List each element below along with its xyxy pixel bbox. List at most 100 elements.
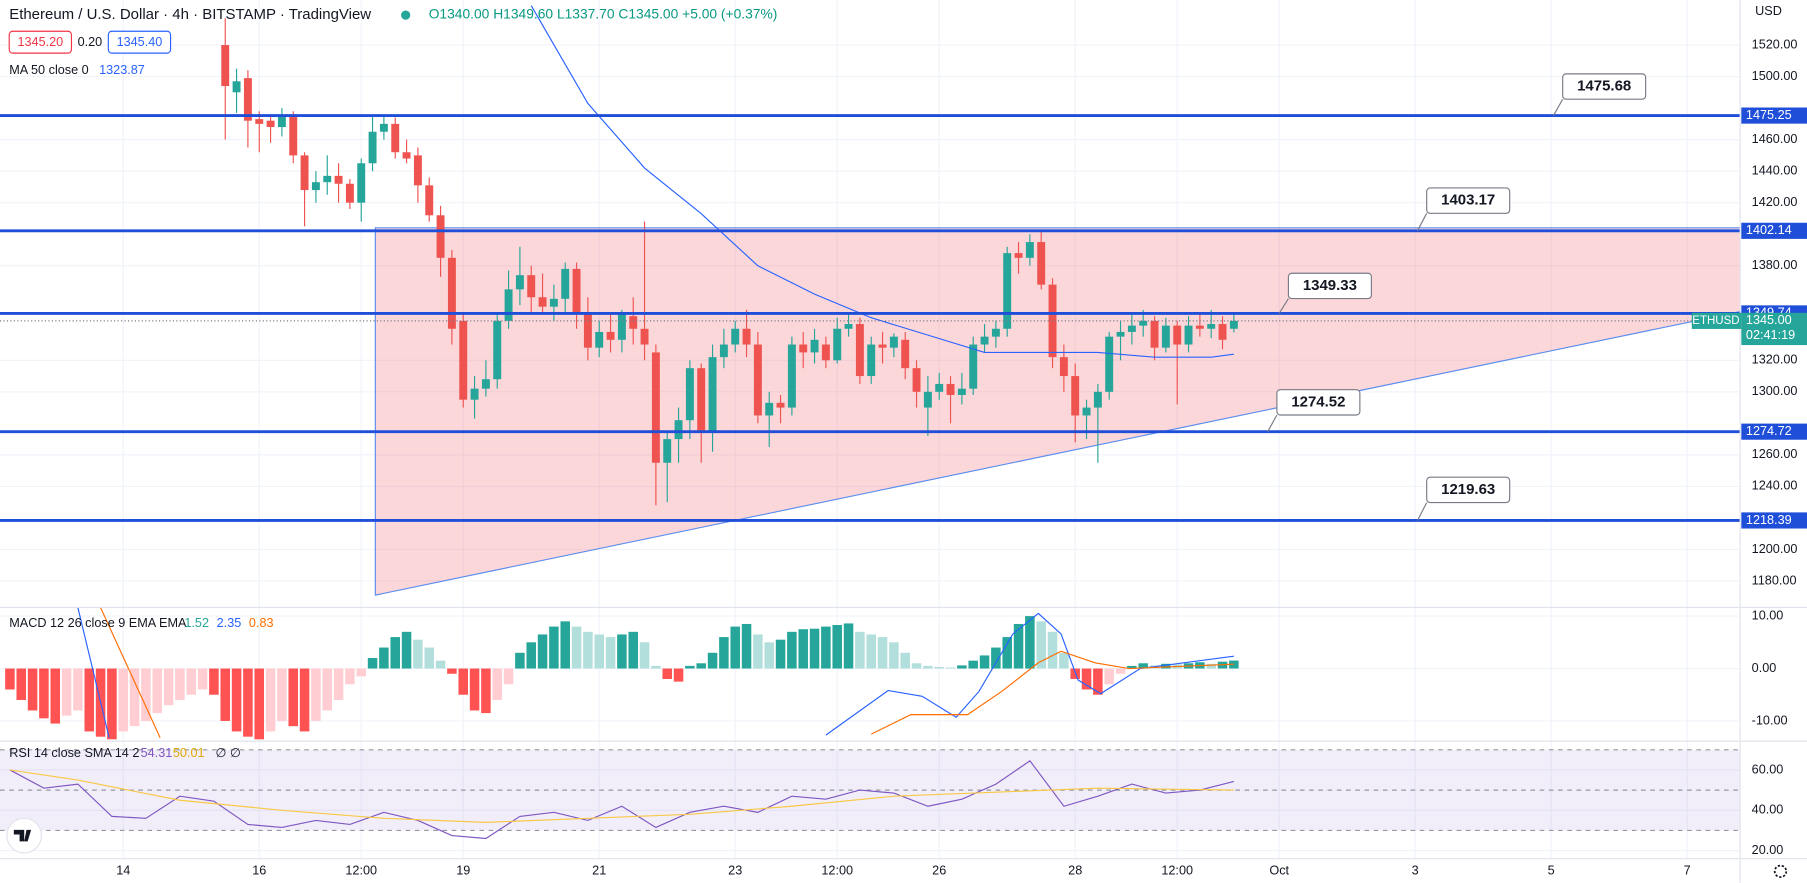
histogram-bar bbox=[560, 621, 570, 669]
histogram-bar bbox=[1047, 631, 1058, 669]
level-axis-box bbox=[1741, 512, 1807, 529]
candle-body bbox=[504, 289, 513, 321]
candle-body bbox=[368, 131, 377, 164]
candle-body bbox=[674, 420, 683, 440]
rsi-value: 54.31 bbox=[141, 746, 173, 760]
histogram-bar bbox=[605, 637, 616, 669]
histogram-bar bbox=[243, 668, 253, 737]
histogram-bar bbox=[1138, 663, 1148, 669]
callout-label: 1403.17 bbox=[1441, 192, 1495, 209]
candle-body bbox=[991, 328, 1000, 337]
candle-body bbox=[1127, 325, 1136, 332]
candle-body bbox=[425, 185, 434, 216]
histogram-bar bbox=[877, 637, 888, 669]
rsi-sma-value: 50.01 bbox=[173, 746, 205, 760]
candle-body bbox=[844, 324, 853, 329]
candle-body bbox=[1150, 320, 1159, 348]
candle-body bbox=[617, 313, 626, 340]
macd-pane bbox=[5, 607, 1239, 740]
candle-body bbox=[697, 368, 706, 432]
histogram-bar bbox=[345, 668, 355, 685]
histogram-bar bbox=[889, 642, 899, 669]
candle-body bbox=[810, 339, 819, 353]
macd-line bbox=[100, 607, 1234, 738]
x-tick-label: 21 bbox=[592, 864, 606, 878]
candle-body bbox=[243, 78, 252, 121]
candle-body bbox=[1048, 284, 1057, 358]
candle-body bbox=[1071, 376, 1080, 416]
histogram-bar bbox=[458, 668, 468, 695]
histogram-bar bbox=[991, 647, 1001, 669]
candle-body bbox=[742, 328, 751, 345]
histogram-bar bbox=[753, 634, 763, 669]
histogram-bar bbox=[583, 631, 593, 669]
histogram-bar bbox=[481, 668, 491, 714]
callout-box bbox=[1562, 73, 1647, 100]
histogram-bar bbox=[356, 668, 366, 677]
histogram-bar bbox=[492, 668, 502, 700]
histogram-bar bbox=[163, 668, 174, 706]
macd-legend: MACD 12 26 close 9 EMA EMA bbox=[9, 616, 187, 630]
histogram-bar bbox=[923, 665, 933, 669]
settings-icon[interactable] bbox=[1773, 864, 1788, 878]
rsi-line bbox=[9, 760, 1235, 840]
candle-body bbox=[1184, 325, 1193, 345]
candle-body bbox=[221, 45, 230, 87]
histogram-bar bbox=[367, 658, 378, 669]
y-tick-label: 1180.00 bbox=[1752, 573, 1797, 587]
level-axis-label: 1218.39 bbox=[1746, 513, 1792, 527]
callout-label: 1475.68 bbox=[1577, 78, 1631, 95]
candle-body bbox=[357, 163, 366, 203]
ohlc-legend: O1340.00 H1349.60 L1337.70 C1345.00 +5.0… bbox=[429, 6, 778, 22]
candle-body bbox=[289, 114, 298, 156]
histogram-bar bbox=[152, 668, 163, 714]
bid-box[interactable] bbox=[8, 30, 73, 54]
histogram-bar bbox=[945, 667, 956, 669]
axes: 14 16 12:00 19 21 23 12:00 26 28 12:00 Oct 3 5 7 1180.… bbox=[116, 37, 1807, 878]
histogram-bar bbox=[515, 652, 525, 669]
histogram-bar bbox=[900, 652, 910, 669]
candle-body bbox=[708, 357, 717, 432]
candle-body bbox=[1161, 325, 1170, 348]
candle-body bbox=[255, 119, 264, 124]
y-tick-label: 40.00 bbox=[1752, 803, 1784, 817]
candle-body bbox=[481, 379, 490, 389]
level-axis-label: 1475.25 bbox=[1746, 108, 1792, 122]
logo-mark bbox=[13, 829, 32, 842]
histogram-bar bbox=[61, 668, 72, 716]
candle-body bbox=[527, 275, 536, 298]
candle-body bbox=[1059, 357, 1068, 377]
histogram-bar bbox=[424, 647, 434, 669]
histogram-bar bbox=[957, 665, 967, 669]
candle-body bbox=[889, 336, 898, 348]
y-tick-label: 1380.00 bbox=[1752, 258, 1798, 272]
histogram-bar bbox=[277, 668, 287, 721]
y-tick-label: 1260.00 bbox=[1752, 447, 1798, 461]
candle-body bbox=[1195, 325, 1204, 329]
candle-body bbox=[345, 183, 354, 203]
candle-body bbox=[549, 298, 558, 307]
histogram-bar bbox=[141, 668, 151, 721]
rsi-pane bbox=[0, 749, 1741, 840]
last-price-box bbox=[1741, 312, 1807, 346]
callout-pointer bbox=[1278, 298, 1289, 314]
histogram-bar bbox=[220, 668, 231, 721]
histogram-bar bbox=[1161, 663, 1171, 669]
histogram-bar bbox=[571, 626, 582, 669]
x-tick-label: 23 bbox=[728, 864, 742, 878]
candle-body bbox=[935, 383, 944, 392]
ask-box[interactable] bbox=[107, 30, 172, 54]
histogram-bar bbox=[73, 668, 83, 711]
histogram-bar bbox=[1093, 668, 1103, 695]
level-axis-label: 1402.14 bbox=[1746, 223, 1792, 237]
histogram-bar bbox=[832, 625, 842, 669]
y-tick-label: 1320.00 bbox=[1752, 353, 1798, 367]
candle-body bbox=[561, 268, 570, 299]
candle-body bbox=[663, 439, 672, 463]
histogram-bar bbox=[401, 631, 412, 669]
histogram-bar bbox=[1127, 665, 1137, 669]
candle-body bbox=[765, 402, 774, 416]
y-tick-label: 1240.00 bbox=[1752, 479, 1798, 493]
histogram-bar bbox=[651, 665, 661, 669]
y-tick-label: 20.00 bbox=[1752, 843, 1784, 857]
